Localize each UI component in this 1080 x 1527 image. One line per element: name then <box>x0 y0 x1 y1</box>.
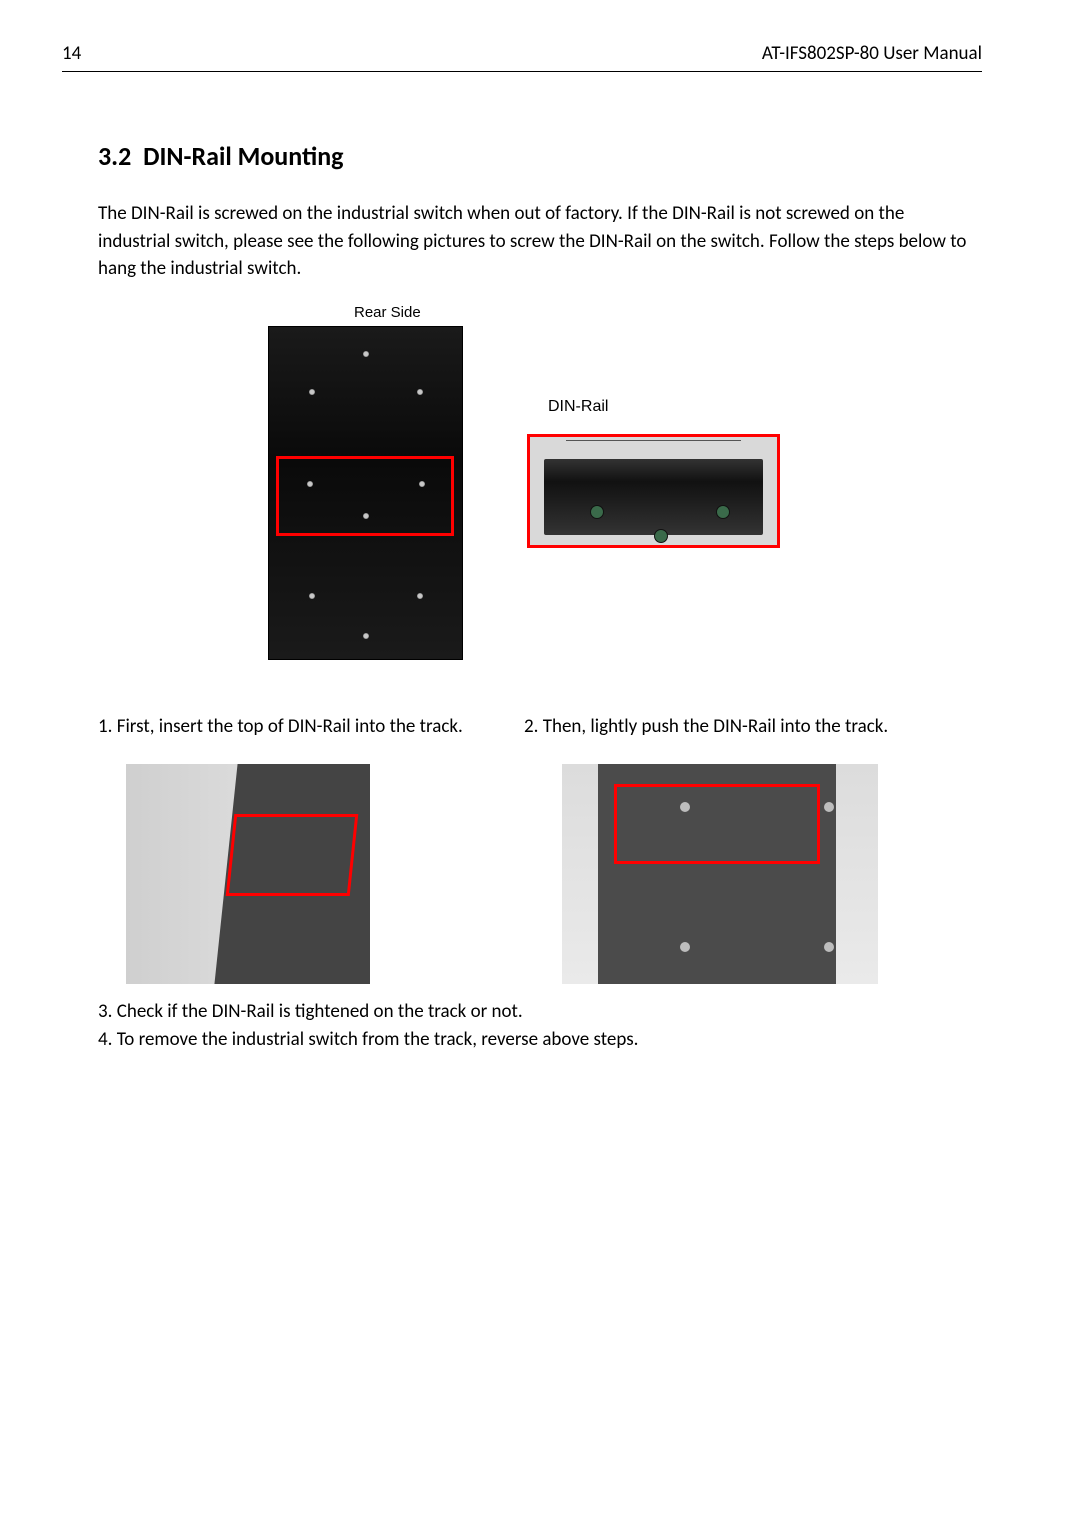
din-rail-hole <box>590 505 604 519</box>
screw-dot <box>417 389 423 395</box>
section-title: DIN-Rail Mounting <box>143 140 343 172</box>
section-heading: 3.2 DIN-Rail Mounting <box>98 140 343 172</box>
screw-dot <box>824 942 834 952</box>
figure-step-1-insert <box>126 764 370 984</box>
screw-dot <box>363 633 369 639</box>
figure-step-2-highlight <box>614 784 820 864</box>
screw-dot <box>680 942 690 952</box>
din-rail-hole <box>654 529 668 543</box>
page-number: 14 <box>62 42 81 65</box>
rear-highlight-box <box>276 456 454 536</box>
intro-paragraph: The DIN-Rail is screwed on the industria… <box>98 200 980 283</box>
screw-dot <box>824 802 834 812</box>
figure-step-1-highlight <box>226 814 359 896</box>
figure-din-rail-parts: Rear Side DIN-Rail <box>98 316 980 674</box>
din-rail-highlight-box <box>527 434 780 548</box>
screw-dot <box>309 389 315 395</box>
screw-dot <box>309 593 315 599</box>
screw-dot <box>417 593 423 599</box>
step-3-text: 3. Check if the DIN-Rail is tightened on… <box>98 1000 523 1023</box>
step-1-text: 1. First, insert the top of DIN-Rail int… <box>98 715 463 738</box>
page-header: 14 AT-IFS802SP-80 User Manual <box>62 42 982 72</box>
figure-step-2-push <box>562 764 878 984</box>
rear-side-label: Rear Side <box>354 304 421 321</box>
din-rail-body <box>544 459 763 535</box>
din-rail-clip-illustration <box>527 434 780 548</box>
din-rail-hole <box>716 505 730 519</box>
screw-dot <box>363 351 369 357</box>
step-2-text: 2. Then, lightly push the DIN-Rail into … <box>524 715 888 738</box>
manual-title: AT-IFS802SP-80 User Manual <box>762 42 982 65</box>
step-4-text: 4. To remove the industrial switch from … <box>98 1028 638 1051</box>
section-number: 3.2 <box>98 140 131 172</box>
din-rail-label: DIN-Rail <box>548 398 608 416</box>
